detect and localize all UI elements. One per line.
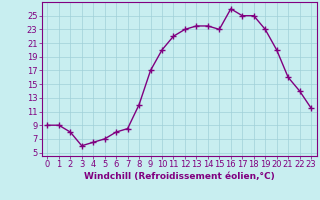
X-axis label: Windchill (Refroidissement éolien,°C): Windchill (Refroidissement éolien,°C): [84, 172, 275, 181]
